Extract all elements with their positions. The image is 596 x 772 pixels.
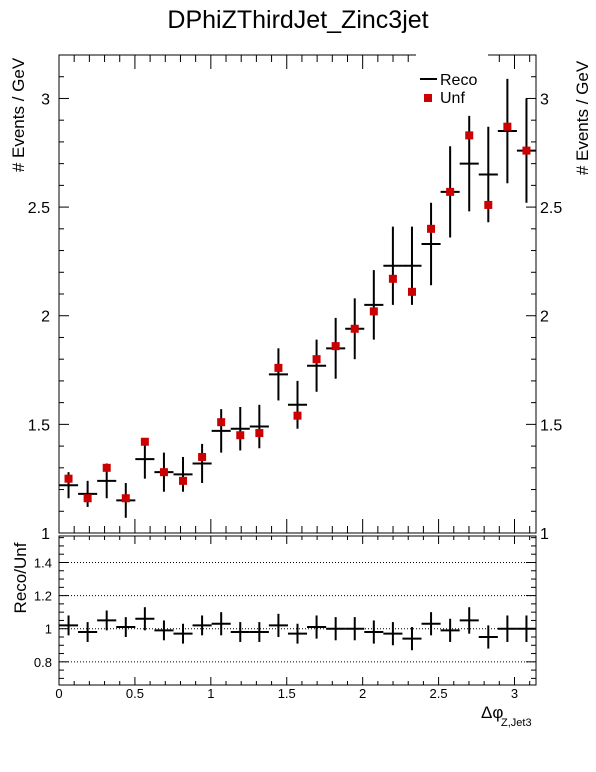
ratio-ylabel: Reco/Unf [11, 542, 30, 613]
unf-point [522, 146, 531, 155]
top-panel-frame [58, 54, 537, 534]
ratio-data-layer [59, 607, 536, 651]
unf-point [312, 355, 321, 364]
unf-point [369, 307, 378, 316]
chart-title: DPhiZThirdJet_Zinc3jet [167, 6, 428, 34]
unf-point [503, 122, 512, 131]
ratio-ytick-label: 1.2 [34, 589, 52, 604]
top-data-layer [59, 78, 536, 518]
top-ytick-label-left: 2 [41, 309, 50, 326]
unf-point [255, 429, 264, 438]
unf-point [102, 463, 111, 472]
top-ytick-label-right: 2.5 [540, 200, 562, 217]
top-ytick-label-left: 2.5 [28, 200, 50, 217]
top-ytick-label-right: 1.5 [540, 417, 562, 434]
top-ytick-label-right: 1 [540, 526, 549, 543]
ratio-panel: 0.8 1 1.2 1.4 0 0.5 1 1.5 2 2.5 3 Reco/Unf [11, 535, 537, 701]
xtick-label: 0 [55, 686, 62, 701]
top-x-axis-ticks [58, 55, 531, 533]
ratio-panel-frame [58, 535, 537, 686]
xtick-label: 1.5 [278, 686, 296, 701]
ratio-ytick-label: 1.4 [34, 555, 52, 570]
unf-point [140, 437, 149, 446]
x-axis: 0 0.5 1 1.5 2 2.5 3 [55, 536, 531, 701]
xtick-label: 2.5 [430, 686, 448, 701]
ratio-ytick-label: 1 [45, 622, 52, 637]
top-ytick-label-right: 2 [540, 309, 549, 326]
unf-point [350, 324, 359, 333]
unf-point [83, 494, 92, 503]
xtick-label: 1 [207, 686, 214, 701]
unf-point [236, 431, 245, 440]
x-axis-label: Δφ [481, 703, 503, 722]
unf-point [446, 187, 455, 196]
unf-point [484, 200, 493, 209]
top-ylabel-left: # Events / GeV [9, 57, 28, 172]
unf-point [159, 468, 168, 477]
ratio-grid [59, 561, 536, 663]
legend-reco-label: Reco [440, 72, 477, 89]
top-ytick-label-left: 3 [41, 91, 50, 108]
ratio-y-axis: 0.8 1 1.2 1.4 [34, 537, 536, 679]
top-ylabel-right: # Events / GeV [573, 60, 592, 175]
unf-point [331, 342, 340, 351]
unf-point [198, 452, 207, 461]
legend-unf-label: Unf [440, 90, 465, 107]
unf-point [121, 494, 130, 503]
unf-point [465, 131, 474, 140]
unf-point [64, 474, 73, 483]
top-ytick-label-left: 1.5 [28, 417, 50, 434]
unf-point [427, 224, 436, 233]
x-axis-title: Δφ Z,Jet3 [481, 703, 532, 729]
xtick-label: 3 [511, 686, 518, 701]
ratio-ytick-label: 0.8 [34, 655, 52, 670]
xtick-label: 0.5 [126, 686, 144, 701]
top-ytick-label-left: 1 [41, 526, 50, 543]
unf-point [217, 418, 226, 427]
legend: Reco Unf [416, 54, 488, 107]
unf-point [179, 476, 188, 485]
top-ytick-label-right: 3 [540, 91, 549, 108]
top-panel: 1 1 1.5 1.5 2 2 2.5 2.5 3 3 # Events / GeV # Even… [9, 54, 592, 543]
unf-point [388, 274, 397, 283]
x-axis-label-subscript: Z,Jet3 [501, 717, 532, 729]
xtick-label: 2 [359, 686, 366, 701]
top-y-axis: 1 1 1.5 1.5 2 2 2.5 2.5 3 3 [28, 54, 562, 543]
unf-point [293, 411, 302, 420]
unf-point [407, 287, 416, 296]
legend-unf-marker [424, 94, 432, 102]
unf-point [274, 363, 283, 372]
